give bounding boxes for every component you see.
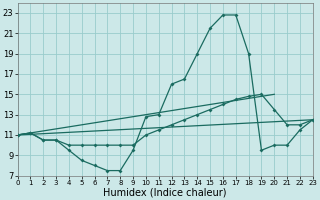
X-axis label: Humidex (Indice chaleur): Humidex (Indice chaleur) [103, 187, 227, 197]
